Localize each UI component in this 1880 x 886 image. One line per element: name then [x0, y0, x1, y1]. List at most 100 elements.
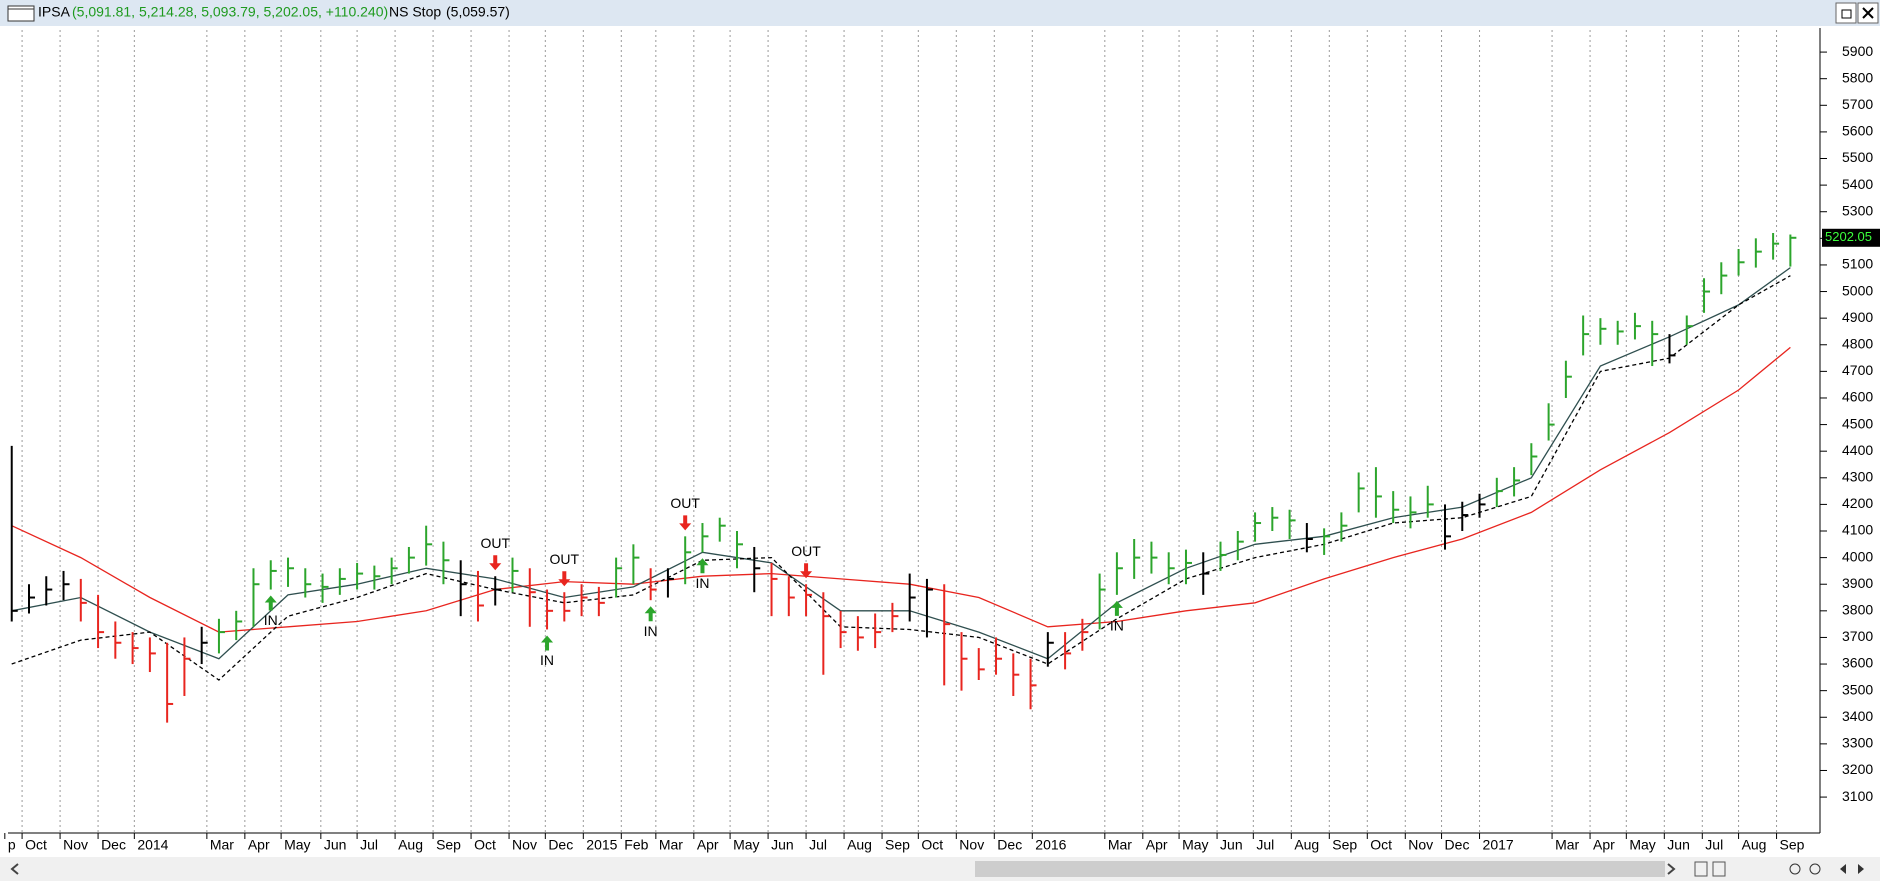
- x-tick-label: Feb: [624, 837, 648, 853]
- x-tick-label: Oct: [1370, 837, 1392, 853]
- x-tick-label: Jul: [1256, 837, 1274, 853]
- signal-arrow: [644, 606, 657, 622]
- signal-label: OUT: [550, 551, 580, 567]
- x-tick-label: Sep: [1780, 837, 1805, 853]
- x-tick-label: p: [8, 837, 16, 853]
- indicator-line: [11, 346, 1791, 633]
- signal-label: IN: [264, 612, 278, 628]
- zoom-out[interactable]: [1789, 863, 1801, 875]
- tool-icon[interactable]: [1694, 861, 1708, 877]
- y-tick-label: 5500: [1842, 149, 1873, 165]
- x-tick-label: Apr: [697, 837, 719, 853]
- signal-arrow: [541, 635, 554, 651]
- x-tick-label: Oct: [474, 837, 496, 853]
- x-tick-label: Aug: [1742, 837, 1767, 853]
- toolbar-icons: [1694, 861, 1864, 877]
- y-tick-label: 4900: [1842, 309, 1873, 325]
- page-left[interactable]: [1840, 864, 1846, 874]
- y-tick-label: 3400: [1842, 708, 1873, 724]
- x-tick-label: Mar: [659, 837, 683, 853]
- signal-label: IN: [540, 652, 554, 668]
- last-price-label: 5202.05: [1825, 229, 1872, 244]
- zoom-in[interactable]: [1809, 863, 1821, 875]
- x-tick-label: May: [1182, 837, 1208, 853]
- symbol: IPSA: [38, 4, 71, 20]
- indicator-line: [11, 275, 1791, 681]
- x-tick-label: Sep: [436, 837, 461, 853]
- y-tick-label: 5100: [1842, 256, 1873, 272]
- x-tick-label: Jul: [360, 837, 378, 853]
- signal-label: IN: [695, 575, 709, 591]
- y-tick-label: 4000: [1842, 548, 1873, 564]
- x-tick-label: Jun: [771, 837, 794, 853]
- x-tick-label: Jul: [809, 837, 827, 853]
- last-price-badge: [1822, 228, 1880, 247]
- x-tick-label: Aug: [1294, 837, 1319, 853]
- y-tick-label: 4800: [1842, 335, 1873, 351]
- x-tick-label: Apr: [1593, 837, 1615, 853]
- y-tick-label: 3300: [1842, 735, 1873, 751]
- signal-label: IN: [1110, 618, 1124, 634]
- y-tick-label: 3600: [1842, 655, 1873, 671]
- signal-label: OUT: [480, 535, 510, 551]
- x-tick-label: Nov: [63, 837, 88, 853]
- x-tick-label: 2015: [586, 837, 617, 853]
- x-tick-label: Sep: [885, 837, 910, 853]
- y-tick-label: 5600: [1842, 123, 1873, 139]
- x-tick-label: 2016: [1035, 837, 1066, 853]
- x-tick-label: Jul: [1705, 837, 1723, 853]
- x-tick-label: Aug: [398, 837, 423, 853]
- signal-arrow: [696, 558, 709, 574]
- x-tick-label: Mar: [1555, 837, 1579, 853]
- y-tick-label: 4300: [1842, 468, 1873, 484]
- y-tick-label: 5300: [1842, 202, 1873, 218]
- signal-label: OUT: [670, 495, 700, 511]
- signal-label: IN: [644, 623, 658, 639]
- quote: (5,091.81, 5,214.28, 5,093.79, 5,202.05,…: [72, 4, 388, 20]
- x-tick-label: 2017: [1483, 837, 1514, 853]
- y-tick-label: 4600: [1842, 389, 1873, 405]
- y-tick-label: 4700: [1842, 362, 1873, 378]
- left-margin: [0, 26, 8, 857]
- x-tick-label: Oct: [921, 837, 943, 853]
- x-tick-label: Aug: [847, 837, 872, 853]
- signal-arrow: [264, 595, 277, 611]
- y-tick-label: 3900: [1842, 575, 1873, 591]
- x-tick-label: Sep: [1332, 837, 1357, 853]
- stop-quote: (5,059.57): [446, 4, 510, 20]
- y-tick-label: 3500: [1842, 681, 1873, 697]
- x-tick-label: Nov: [1408, 837, 1433, 853]
- x-tick-label: Dec: [1445, 837, 1470, 853]
- signal-arrow: [558, 571, 571, 587]
- x-tick-label: May: [1629, 837, 1655, 853]
- scroll-thumb[interactable]: [975, 861, 1665, 877]
- x-tick-label: May: [284, 837, 310, 853]
- signal-arrow: [679, 515, 692, 531]
- y-tick-label: 3200: [1842, 761, 1873, 777]
- x-tick-label: Apr: [248, 837, 270, 853]
- y-tick-label: 3800: [1842, 602, 1873, 618]
- tool-icon[interactable]: [1712, 861, 1726, 877]
- y-tick-label: 3700: [1842, 628, 1873, 644]
- x-tick-label: Dec: [548, 837, 573, 853]
- page-right[interactable]: [1858, 864, 1864, 874]
- x-tick-label: Nov: [512, 837, 537, 853]
- y-tick-label: 5400: [1842, 176, 1873, 192]
- restore-icon: [1841, 9, 1852, 19]
- x-tick-label: Oct: [25, 837, 47, 853]
- close-icon: [1862, 7, 1874, 19]
- x-tick-label: Dec: [997, 837, 1022, 853]
- scroll-right[interactable]: [1667, 863, 1676, 875]
- x-tick-label: Apr: [1146, 837, 1168, 853]
- x-tick-label: Mar: [1108, 837, 1132, 853]
- restore-button[interactable]: [1835, 2, 1857, 24]
- scroll-left[interactable]: [10, 863, 19, 875]
- signal-label: OUT: [791, 543, 821, 559]
- y-tick-label: 3100: [1842, 788, 1873, 804]
- x-tick-label: Jun: [324, 837, 347, 853]
- y-tick-label: 5800: [1842, 69, 1873, 85]
- window-icon: [7, 5, 35, 22]
- stop-name: NS Stop: [389, 4, 441, 20]
- x-tick-label: Nov: [959, 837, 984, 853]
